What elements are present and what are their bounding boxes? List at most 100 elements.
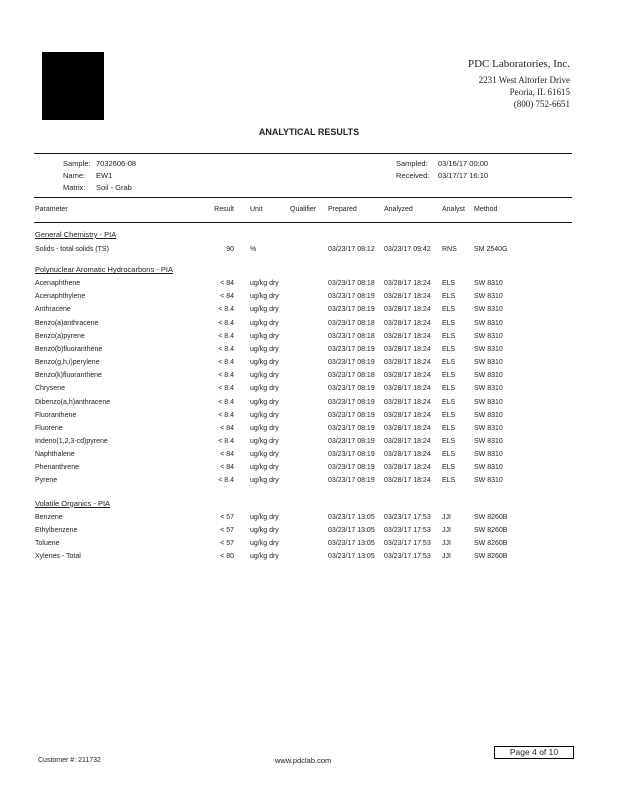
table-cell: SW 8310 — [474, 306, 503, 314]
table-cell: ug/kg dry — [250, 293, 279, 301]
table-cell: ug/kg dry — [250, 280, 279, 288]
table-cell: Dibenzo(a,h)anthracene — [35, 398, 111, 406]
table-cell: < 8.4 — [218, 306, 234, 314]
table-cell: ELS — [442, 424, 456, 432]
table-cell: Indeno(1,2,3-cd)pyrene — [35, 437, 108, 445]
table-cell: ug/kg dry — [250, 526, 279, 534]
table-cell: < 8.4 — [218, 477, 234, 485]
table-cell: ELS — [442, 293, 456, 301]
table-cell: 03/23/17 13:05 — [328, 513, 375, 521]
table-cell: 03/28/17 18:24 — [384, 477, 431, 485]
table-cell: 03/28/17 18:24 — [384, 411, 431, 419]
table-cell: ug/kg dry — [250, 385, 279, 393]
received-date: 03/17/17 16:10 — [438, 171, 489, 180]
table-cell: 03/23/17 13:05 — [328, 539, 375, 547]
table-cell: SW 8310 — [474, 319, 503, 327]
table-cell: Chrysene — [35, 385, 65, 393]
table-cell: ug/kg dry — [250, 513, 279, 521]
table-cell: < 84 — [220, 293, 234, 301]
table-cell: 03/23/17 08:19 — [328, 385, 375, 393]
table-cell: ELS — [442, 359, 456, 367]
table-cell: Fluoranthene — [35, 411, 77, 419]
table-cell: 03/23/17 13:05 — [328, 553, 375, 560]
page-number: Page 4 of 10 — [494, 746, 574, 759]
table-cell: Benzo(g,h,i)perylene — [35, 359, 100, 367]
table-cell: 03/28/17 18:24 — [384, 398, 431, 406]
table-cell: SW 8310 — [474, 332, 503, 340]
table-cell: 03/23/17 08:18 — [328, 372, 375, 380]
table-cell: SM 2540G — [474, 246, 508, 253]
divider — [34, 222, 572, 223]
table-cell: < 8.4 — [218, 398, 234, 406]
table-row: Benzene < 57 ug/kg dry 03/23/17 13:05 03/23/… — [0, 513, 618, 525]
table-cell: 03/28/17 18:24 — [384, 437, 431, 445]
table-row: Benzo(a)pyrene < 8.4 ug/kg dry 03/23/17 08:… — [0, 332, 618, 344]
table-cell: Toluene — [35, 539, 60, 547]
table-cell: < 84 — [220, 424, 234, 432]
table-cell: JJI — [442, 513, 451, 521]
table-cell: 03/23/17 17:53 — [384, 526, 431, 534]
table-cell: SW 8260B — [474, 539, 508, 547]
table-cell: ug/kg dry — [250, 332, 279, 340]
table-cell: ELS — [442, 477, 456, 485]
table-cell: Phenanthrene — [35, 464, 79, 472]
column-header: Parameter — [35, 206, 68, 213]
table-cell: ELS — [442, 398, 456, 406]
table-cell: Acenaphthene — [35, 280, 81, 288]
table-row: Fluorene < 84 ug/kg dry 03/23/17 08:19 03/28… — [0, 424, 618, 436]
table-cell: 03/28/17 18:24 — [384, 345, 431, 353]
table-cell: 03/28/17 18:24 — [384, 306, 431, 314]
matrix-label: Matrix: — [63, 183, 86, 192]
table-cell: 03/28/17 18:24 — [384, 319, 431, 327]
table-cell: Benzene — [35, 513, 63, 521]
company-city: Peoria, IL 61615 — [509, 87, 570, 97]
column-header: Qualifier — [290, 206, 317, 213]
name-label: Name: — [63, 171, 86, 180]
customer-number: Customer #: 211732 — [38, 757, 101, 764]
table-cell: % — [250, 246, 257, 253]
table-cell: 03/23/17 09:42 — [384, 246, 431, 253]
table-cell: 03/28/17 18:24 — [384, 280, 431, 288]
table-cell: < 8.4 — [218, 359, 234, 367]
website-link[interactable]: www.pdclab.com — [275, 756, 332, 765]
table-cell: 03/23/17 08:19 — [328, 411, 375, 419]
table-row: Benzo(a)anthracene < 8.4 ug/kg dry 03/23/17… — [0, 319, 618, 331]
table-header: Parameter Result Unit Qualifier Prepared Anal… — [0, 205, 618, 217]
table-cell: 03/23/17 08:19 — [328, 398, 375, 406]
column-header: Result — [214, 206, 234, 213]
table-cell: ug/kg dry — [250, 424, 279, 432]
divider — [34, 197, 572, 198]
table-cell: Ethylbenzene — [35, 526, 78, 534]
table-cell: ug/kg dry — [250, 477, 279, 485]
table-cell: < 57 — [220, 526, 234, 534]
table-cell: ug/kg dry — [250, 306, 279, 314]
table-cell: ug/kg dry — [250, 437, 279, 445]
table-cell: 03/23/17 08:19 — [328, 424, 375, 432]
table-cell: 03/23/17 08:18 — [328, 332, 375, 340]
table-cell: ug/kg dry — [250, 553, 279, 560]
table-cell: < 84 — [220, 280, 234, 288]
table-cell: 03/23/17 17:53 — [384, 553, 431, 560]
table-cell: Benzo(a)pyrene — [35, 332, 85, 340]
table-cell: 03/28/17 18:24 — [384, 372, 431, 380]
column-header: Unit — [250, 206, 263, 213]
table-cell: 90 — [226, 246, 234, 253]
table-cell: SW 8310 — [474, 477, 503, 485]
table-cell: SW 8310 — [474, 345, 503, 353]
table-cell: 03/23/17 17:53 — [384, 513, 431, 521]
table-cell: ug/kg dry — [250, 464, 279, 472]
table-row: Pyrene < 8.4 ug/kg dry 03/23/17 08:19 03/28/… — [0, 476, 618, 488]
received-label: Received: — [396, 171, 430, 180]
table-cell: SW 8310 — [474, 385, 503, 393]
table-cell: ELS — [442, 319, 456, 327]
table-cell: ELS — [442, 464, 456, 472]
table-cell: ug/kg dry — [250, 539, 279, 547]
company-name: PDC Laboratories, Inc. — [467, 58, 570, 70]
table-cell: SW 8310 — [474, 437, 503, 445]
table-cell: 03/23/17 08:19 — [328, 359, 375, 367]
column-header: Method — [474, 206, 498, 213]
table-row: Xylenes - Total < 80 ug/kg dry 03/23/17 13:… — [0, 552, 618, 564]
company-logo — [42, 52, 104, 120]
table-cell: SW 8310 — [474, 424, 503, 432]
table-cell: Xylenes - Total — [35, 553, 81, 560]
